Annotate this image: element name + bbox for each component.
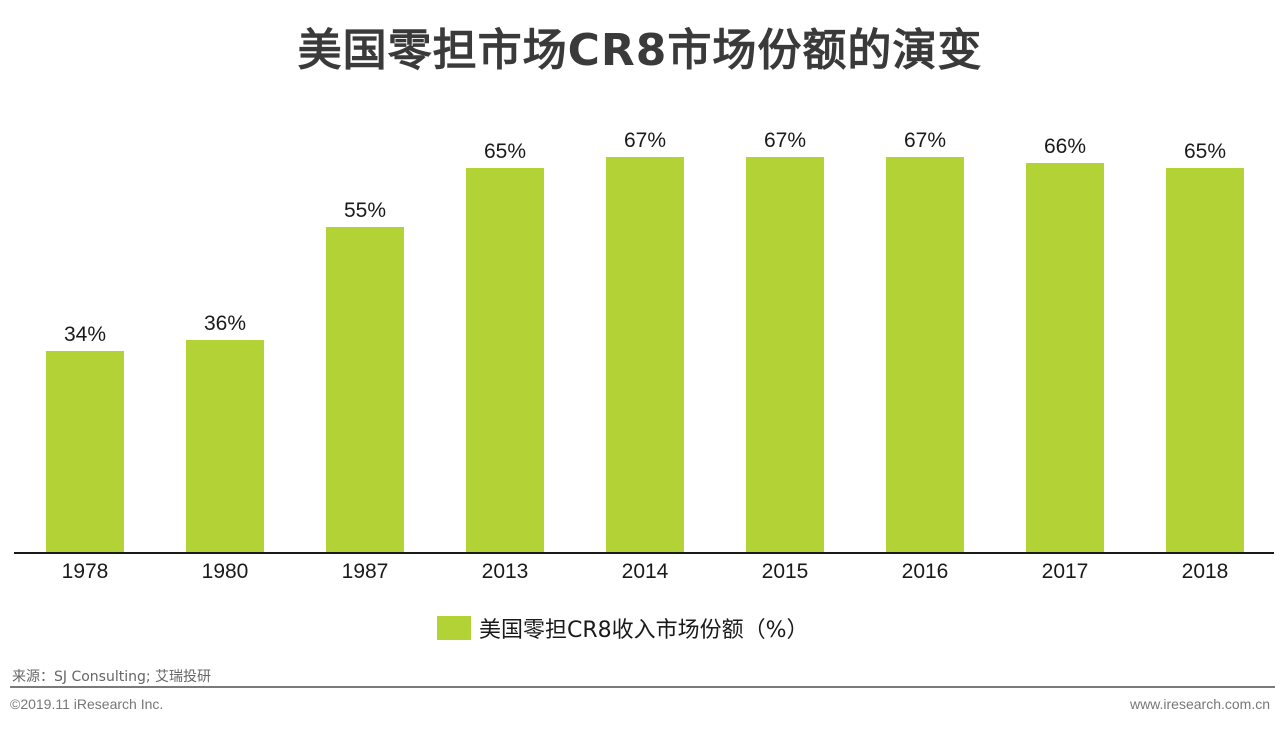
bar-1978 [46, 351, 124, 552]
bar-2015 [746, 157, 824, 552]
legend-swatch [437, 616, 471, 640]
bar-2017 [1026, 163, 1104, 552]
bar-2016 [886, 157, 964, 552]
copyright: ©2019.11 iResearch Inc. [10, 696, 164, 712]
legend: 美国零担CR8收入市场份额（%） [437, 612, 809, 644]
data-label-2015: 67% [763, 129, 807, 152]
data-label-2016: 67% [903, 129, 947, 152]
data-label-1987: 55% [343, 199, 387, 222]
footer-divider [10, 686, 1275, 688]
bar-2018 [1166, 168, 1244, 552]
x-tick-2015: 2015 [761, 560, 809, 583]
data-label-2013: 65% [483, 140, 527, 163]
bar-1987 [326, 227, 404, 552]
source-note: 来源：SJ Consulting; 艾瑞投研 [12, 669, 212, 685]
bar-2014 [606, 157, 684, 552]
data-label-2014: 67% [623, 129, 667, 152]
x-tick-2018: 2018 [1181, 560, 1229, 583]
x-tick-2014: 2014 [621, 560, 669, 583]
data-label-1978: 34% [63, 323, 107, 346]
data-label-1980: 36% [203, 312, 247, 335]
x-tick-1978: 1978 [61, 560, 109, 583]
x-tick-2013: 2013 [481, 560, 529, 583]
x-axis-line [14, 552, 1274, 554]
data-label-2017: 66% [1043, 135, 1087, 158]
data-label-2018: 65% [1183, 140, 1227, 163]
x-tick-2016: 2016 [901, 560, 949, 583]
legend-label: 美国零担CR8收入市场份额（%） [479, 618, 809, 643]
x-tick-1980: 1980 [201, 560, 249, 583]
x-tick-1987: 1987 [341, 560, 389, 583]
bar-1980 [186, 340, 264, 552]
x-tick-2017: 2017 [1041, 560, 1089, 583]
bar-2013 [466, 168, 544, 552]
chart-title: 美国零担市场CR8市场份额的演变 [297, 25, 983, 76]
website-link: www.iresearch.com.cn [1129, 696, 1270, 712]
